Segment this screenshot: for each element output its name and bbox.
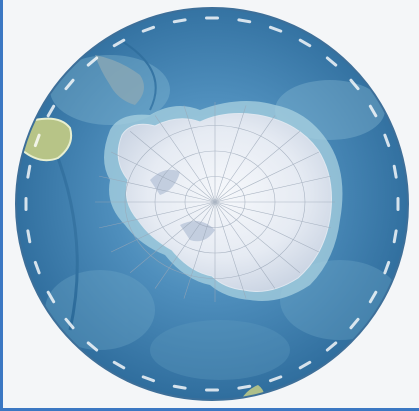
rim-tick-label [24,197,28,211]
meridian-line [214,151,320,203]
meridian-line [154,201,216,289]
meridian-line [214,201,276,289]
meridian-line [110,151,216,203]
rim-tick-label [112,38,126,48]
rim-tick-label [205,388,219,392]
rim-tick-label [64,317,75,330]
meridian-line [183,105,216,203]
rim-tick-label [33,260,41,275]
rim-tick-label [268,25,283,33]
rim-tick-label [368,104,378,118]
rim-tick-label [392,229,398,244]
meridian-line [214,115,276,203]
rim-tick-label [237,18,252,24]
graticule-lines-icon [95,102,335,302]
rim-tick-label [86,341,99,352]
rim-tick-label [268,375,283,383]
rim-tick-label [33,133,41,148]
island-chain [95,55,144,105]
meridian-line [129,201,216,273]
parallel-line [184,176,246,228]
rim-tick-label [46,290,56,304]
rim-tick-label [383,133,391,148]
meridian-line [214,201,320,253]
ice-shelf-shadow [150,169,180,195]
rim-tick-label [141,25,156,33]
meridian-line [214,201,247,299]
meridian-line [214,131,301,203]
rim-tick-label [396,197,400,211]
rim-tick-label [383,260,391,275]
rim-tick-label [349,78,360,91]
rim-tick-label [46,104,56,118]
rim-tick-label [325,56,338,67]
meridian-line [154,115,216,203]
meridian-line [183,201,216,299]
rim-tick-label [368,290,378,304]
longitude-labels [24,16,400,392]
rim-tick-label [26,229,32,244]
rim-tick-label [172,18,187,24]
rim-tick-label [112,360,126,370]
rim-tick-label [298,38,312,48]
rim-tick-label [205,16,219,20]
ice-shelf-shadow-2 [180,221,215,242]
map-rim [15,7,409,401]
parallel-line [154,150,276,254]
meridian-line [214,105,247,203]
meridian-line [129,131,216,203]
rim-tick-label [392,164,398,179]
parallel-line [124,125,306,279]
landmass-upper-left [20,117,73,162]
rim-tick-label [86,56,99,67]
rim-tick-label [26,164,32,179]
rim-tick-label [237,384,252,390]
rim-tick-label [141,375,156,383]
rim-tick-label [172,384,187,390]
rim-tick-label [64,78,75,91]
antarctica-icon[interactable] [117,113,332,292]
rim-tick-label [325,341,338,352]
rim-tick-label [298,360,312,370]
meridian-line [110,201,216,253]
landmass-bottom [238,385,265,400]
meridian-line [214,201,301,273]
rim-tick-label [349,317,360,330]
